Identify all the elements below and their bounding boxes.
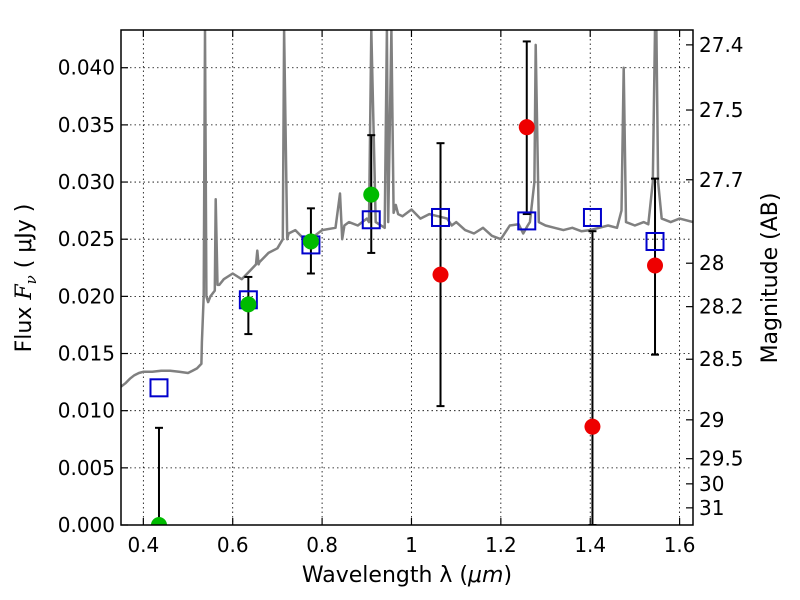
y2-axis-label: Magnitude (AB) [758, 193, 783, 364]
x-tick-label: 1.6 [664, 533, 696, 557]
x-axis-label: Wavelength λ (μm) [302, 563, 512, 588]
y-tick-label: 0.000 [58, 513, 115, 537]
x-tick-label: 1.2 [485, 533, 517, 557]
y-tick-label: 0.035 [58, 113, 115, 137]
y-tick-label: 0.025 [58, 227, 115, 251]
y2-tick-label: 28.5 [699, 347, 744, 371]
y2-tick-label: 28.2 [699, 295, 744, 319]
red-point [584, 418, 601, 435]
red-point [647, 257, 664, 274]
axes-border [120, 29, 694, 526]
y-tick-label: 0.030 [58, 170, 115, 194]
y2-tick-label: 27.7 [699, 168, 744, 192]
y2-tick-label: 28 [699, 251, 724, 275]
x-tick-label: 1.4 [574, 533, 606, 557]
y2-tick-label: 31 [699, 496, 724, 520]
axes-frame [120, 29, 694, 526]
red-point [432, 266, 449, 283]
y2-tick-label: 30 [699, 472, 724, 496]
box-point [582, 207, 602, 227]
y-tick-label: 0.040 [58, 56, 115, 80]
model-spectrum-line [121, 30, 693, 388]
y2-tick-label: 27.4 [699, 33, 744, 57]
y2-tick-label: 29.5 [699, 447, 744, 471]
x-tick-label: 0.6 [217, 533, 249, 557]
box-point [645, 231, 665, 251]
y-axis-label: Flux Fν ( μJy ) [12, 204, 40, 353]
y2-tick-label: 29 [699, 408, 724, 432]
axis-labels: Wavelength λ (μm) Flux Fν ( μJy ) Magnit… [12, 193, 783, 588]
x-tick-label: 0.8 [306, 533, 338, 557]
y-tick-label: 0.015 [58, 342, 115, 366]
x-tick-label: 0.4 [127, 533, 159, 557]
box-point [149, 378, 169, 398]
green-point [150, 517, 167, 525]
red-point [518, 119, 535, 136]
green-point [302, 233, 319, 250]
box-point [517, 211, 537, 231]
plot-area [121, 30, 693, 525]
y-tick-label: 0.010 [58, 399, 115, 423]
x-tick-label: 1 [405, 533, 418, 557]
y2-tick-label: 27.5 [699, 98, 744, 122]
green-point [363, 186, 380, 203]
ticks: 0.4 0.6 0.8 1 1.2 1.4 1.6 0.000 0.005 0.010 0.015 0… [58, 30, 744, 557]
y-tick-label: 0.005 [58, 456, 115, 480]
green-point [240, 296, 257, 313]
box-point [361, 210, 381, 230]
y-tick-label: 0.020 [58, 284, 115, 308]
box-point [431, 207, 451, 227]
